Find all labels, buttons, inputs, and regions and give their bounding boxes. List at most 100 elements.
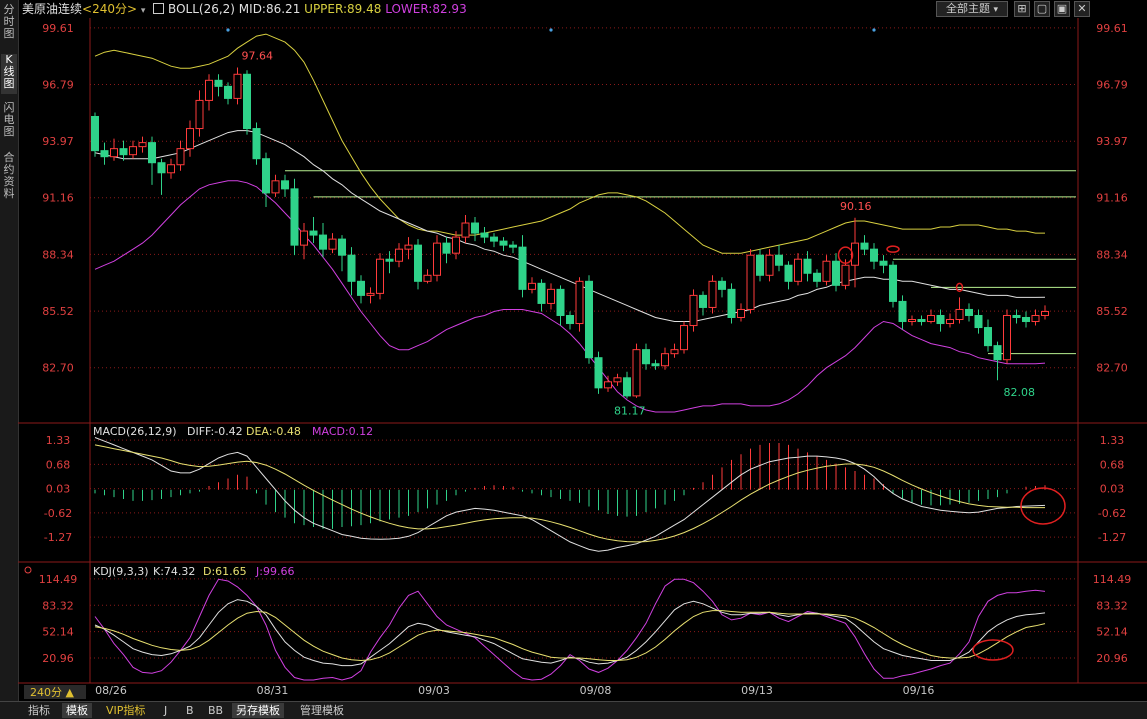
price-annotation: 82.08 — [1004, 386, 1036, 399]
theme-select[interactable]: 全部主题 ▾ — [936, 1, 1008, 17]
candle-body — [708, 280, 717, 308]
grid-icon[interactable]: ⊞ — [1014, 1, 1030, 17]
candle-body — [936, 314, 945, 325]
kdj-j-line — [94, 578, 1046, 681]
candle-body — [195, 99, 204, 130]
macd-tick-left: -1.27 — [44, 531, 72, 544]
kdj-tick-left: 52.14 — [42, 626, 74, 639]
tab-save-template[interactable]: 另存模板 — [232, 703, 284, 718]
period-badge[interactable]: 240分 ▲ — [30, 686, 74, 699]
candle-body — [908, 319, 916, 323]
candle-body — [623, 377, 631, 397]
left-rail: 分时图 K线图 闪电图 合约资料 — [0, 0, 19, 718]
boll-upper-line — [94, 33, 1045, 254]
kdj-j-label: J:99.66 — [255, 565, 294, 578]
candle-body — [727, 288, 736, 318]
period-label[interactable]: <240分> — [82, 2, 138, 16]
candle-body — [765, 254, 774, 276]
chart-header: 美原油连续<240分> ▾ BOLL(26,2) MID:86.21 UPPER… — [22, 0, 467, 18]
candle-body — [1012, 314, 1021, 318]
candle-body — [737, 308, 745, 318]
candle-body — [822, 260, 831, 282]
tab-indicator[interactable]: 指标 — [28, 704, 50, 717]
candle-body — [965, 308, 973, 316]
event-marker — [872, 28, 876, 32]
candle-body — [898, 300, 907, 323]
candle-body — [328, 238, 337, 250]
candle-body — [214, 79, 223, 87]
tab-contract-info[interactable]: 合约资料 — [3, 151, 15, 200]
candle-body — [366, 292, 375, 296]
candle-body — [946, 319, 954, 325]
x-date-label: 09/03 — [418, 684, 450, 697]
macd-tick-right: -0.62 — [1098, 507, 1126, 520]
candle-body — [974, 314, 983, 329]
macd-tick-left: 0.03 — [46, 483, 71, 496]
price-tick-left: 99.61 — [42, 22, 74, 35]
candle-body — [689, 294, 698, 327]
macd-tick-left: -0.62 — [44, 507, 72, 520]
x-date-label: 08/31 — [257, 684, 289, 697]
candle-body — [395, 248, 403, 262]
tab-timeshare[interactable]: 分时图 — [3, 3, 15, 40]
tab-manage-template[interactable]: 管理模板 — [300, 704, 344, 717]
candle-body — [176, 148, 185, 166]
candle-body — [224, 85, 232, 99]
kdj-tick-right: 83.32 — [1096, 599, 1128, 612]
price-tick-right: 96.79 — [1096, 79, 1128, 92]
candle-body — [803, 258, 812, 274]
tab-b[interactable]: B — [186, 704, 194, 717]
close-icon[interactable]: ✕ — [1074, 1, 1090, 17]
candle-body — [167, 164, 175, 174]
candle-body — [119, 148, 128, 156]
x-date-label: 09/13 — [741, 684, 773, 697]
tab-template[interactable]: 模板 — [62, 703, 92, 718]
candle-body — [252, 128, 261, 160]
candle-body — [442, 242, 451, 254]
candle-body — [537, 282, 546, 304]
kdj-settings-icon — [24, 566, 32, 574]
tab-kline[interactable]: K线图 — [1, 54, 17, 94]
tab-flash[interactable]: 闪电图 — [3, 101, 15, 138]
candle-body — [300, 230, 308, 246]
price-tick-left: 88.34 — [42, 248, 74, 261]
chart-canvas: 99.61 99.61 96.79 96.79 93.97 93.97 91.16 91.16… — [18, 18, 1147, 699]
maximize-icon[interactable]: ▣ — [1054, 1, 1070, 17]
candle-body — [632, 349, 641, 397]
boll-mid-line — [94, 130, 1046, 322]
candle-body — [528, 282, 536, 290]
kdj-tick-right: 114.49 — [1093, 573, 1132, 586]
candle-body — [613, 377, 622, 383]
candle-body — [499, 240, 508, 246]
kdj-tick-right: 20.96 — [1096, 652, 1128, 665]
x-date-label: 08/26 — [95, 684, 127, 697]
macd-name: MACD(26,12,9) — [93, 425, 177, 438]
macd-value-label: MACD:0.12 — [312, 425, 373, 438]
window-icon[interactable]: ▢ — [1034, 1, 1050, 17]
kdj-d-line — [94, 610, 1046, 662]
kdj-tick-left: 114.49 — [39, 573, 78, 586]
candle-body — [547, 288, 555, 304]
candle-body — [585, 280, 593, 359]
instrument-name: 美原油连续 — [22, 2, 83, 16]
x-date-label: 09/08 — [580, 684, 612, 697]
macd-diff-label: DIFF:-0.42 — [187, 425, 243, 438]
macd-tick-left: 0.68 — [46, 458, 71, 471]
candle-body — [461, 222, 470, 238]
candle-body — [870, 248, 878, 262]
candle-body — [509, 244, 517, 248]
price-tick-right: 93.97 — [1096, 135, 1128, 148]
price-tick-left: 96.79 — [42, 79, 74, 92]
candle-body — [784, 264, 793, 282]
dropdown-icon[interactable]: ▾ — [140, 6, 146, 16]
kdj-tick-right: 52.14 — [1096, 626, 1128, 639]
candle-body — [1031, 314, 1040, 323]
tab-vip-indicator[interactable]: VIP指标 — [106, 704, 146, 717]
macd-tick-left: 1.33 — [46, 434, 71, 447]
candle-body — [680, 325, 688, 351]
tab-j[interactable]: J — [164, 704, 168, 717]
candle-body — [775, 254, 783, 266]
candle-body — [347, 254, 356, 282]
tab-bb[interactable]: BB — [208, 704, 224, 717]
candle-body — [1041, 310, 1049, 316]
